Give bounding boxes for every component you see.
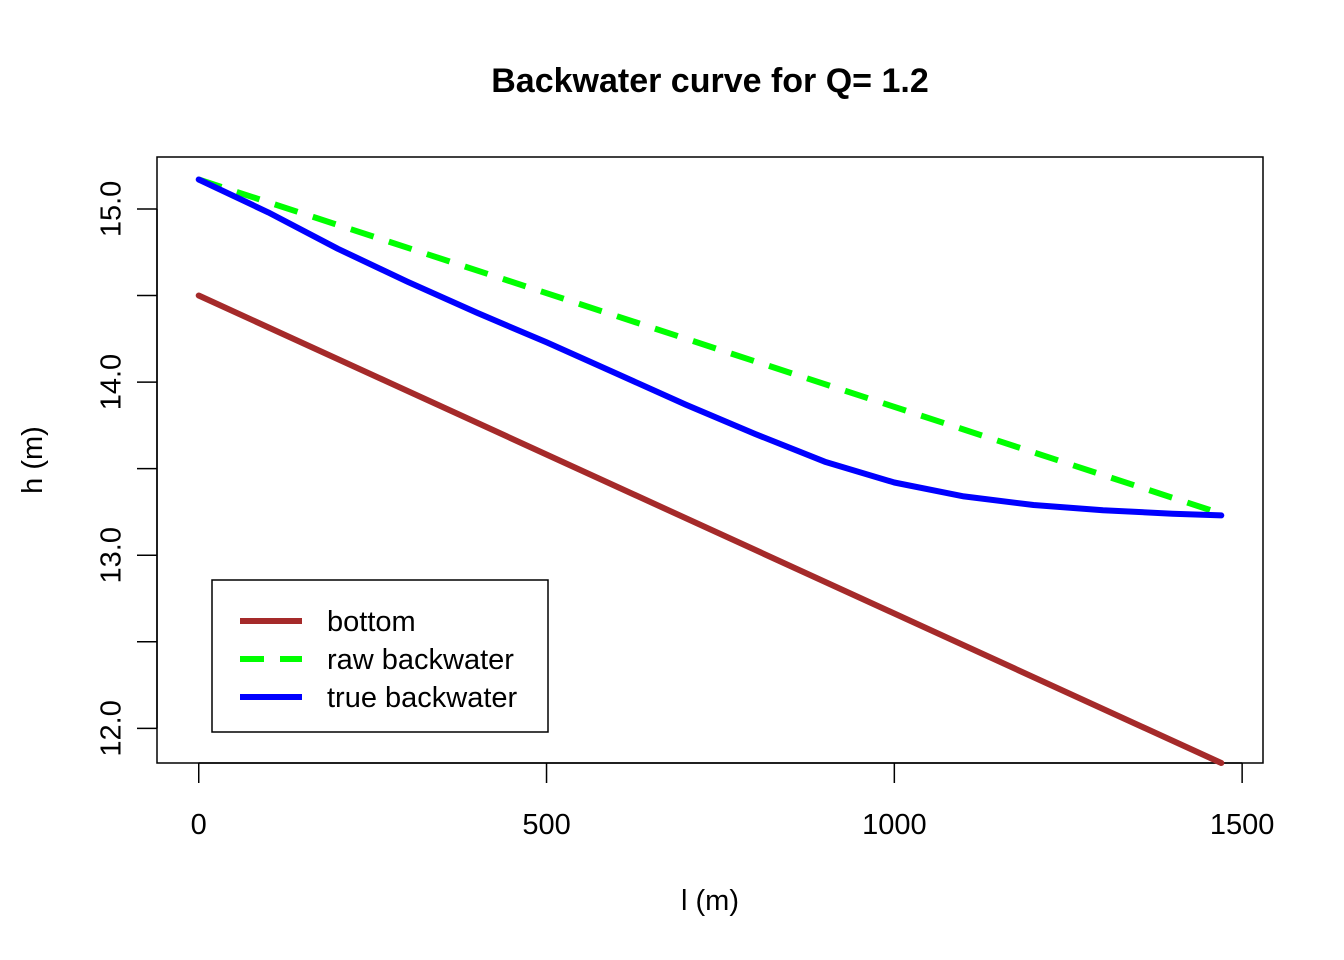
y-axis: 12.0 13.0 14.0 15.0: [96, 181, 158, 757]
legend: bottom raw backwater true backwater: [211, 579, 549, 733]
legend-box: [211, 579, 549, 733]
legend-label: true backwater: [327, 682, 518, 714]
x-axis-label: l (m): [681, 885, 739, 917]
series-layer: [195, 176, 1225, 766]
chart-title: Backwater curve for Q= 1.2: [491, 62, 929, 100]
x-tick-label: 1500: [1210, 809, 1275, 841]
series-line-true-backwater: [195, 176, 1225, 519]
legend-label: raw backwater: [327, 644, 514, 676]
series-line-bottom: [195, 292, 1225, 766]
y-tick-label: 13.0: [96, 527, 128, 583]
x-tick-label: 0: [191, 809, 207, 841]
y-tick-label: 12.0: [96, 700, 128, 756]
x-tick-label: 1000: [862, 809, 927, 841]
legend-label: bottom: [327, 606, 416, 638]
x-tick-label: 500: [522, 809, 570, 841]
series-line-raw-backwater: [197, 176, 1223, 517]
y-axis-label: h (m): [17, 426, 49, 494]
y-tick-label: 15.0: [96, 181, 128, 237]
y-tick-label: 14.0: [96, 354, 128, 410]
x-axis: 0 500 1000 1500: [191, 762, 1275, 841]
